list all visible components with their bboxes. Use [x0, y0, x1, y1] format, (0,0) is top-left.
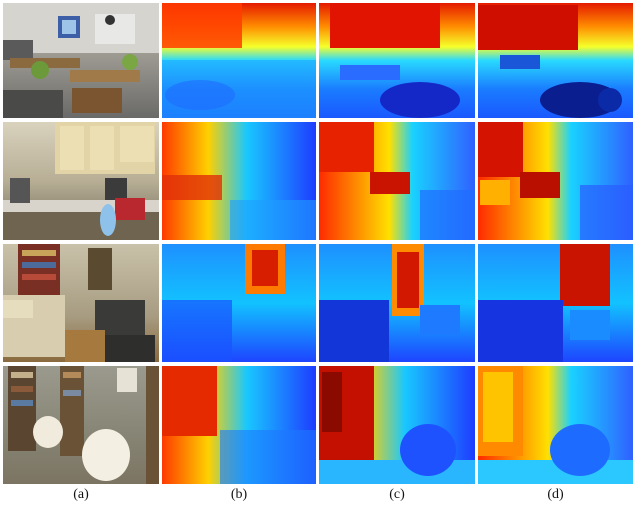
depth-map-c-row-3	[319, 244, 475, 362]
rgb-image-row-3	[3, 244, 159, 362]
depth-map-d-row-4	[478, 366, 633, 484]
figure-grid	[3, 3, 633, 484]
depth-map-c-row-2	[319, 122, 475, 240]
column-label-c: (c)	[389, 487, 405, 502]
depth-map-d-row-3	[478, 244, 633, 362]
row-1	[3, 3, 633, 118]
depth-map-c-row-4	[319, 366, 475, 484]
depth-map-d-row-1	[478, 3, 633, 118]
depth-map-d-row-2	[478, 122, 633, 240]
depth-map-c-row-1	[319, 3, 475, 118]
column-label-b: (b)	[230, 487, 248, 502]
row-2	[3, 122, 633, 240]
column-label-a: (a)	[73, 487, 89, 502]
rgb-image-row-4	[3, 366, 159, 484]
depth-map-b-row-3	[162, 244, 316, 362]
depth-map-b-row-4	[162, 366, 316, 484]
depth-map-b-row-1	[162, 3, 316, 118]
row-3	[3, 244, 633, 362]
depth-map-b-row-2	[162, 122, 316, 240]
rgb-image-row-2	[3, 122, 159, 240]
column-label-d: (d)	[547, 487, 564, 502]
rgb-image-row-1	[3, 3, 159, 118]
row-4	[3, 366, 633, 484]
